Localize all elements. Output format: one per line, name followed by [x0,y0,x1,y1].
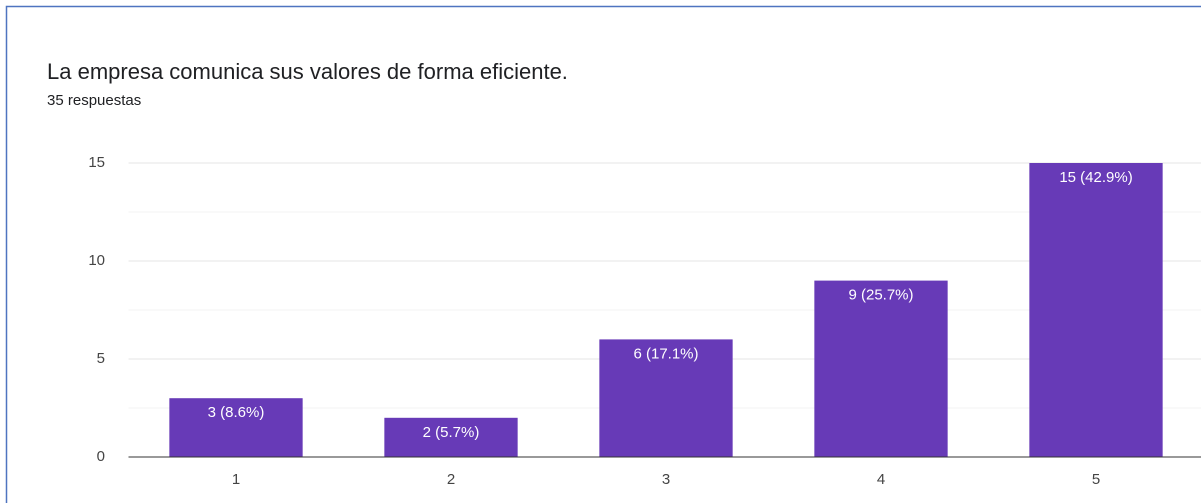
y-tick-label: 0 [97,448,105,465]
x-tick-label: 5 [1092,471,1100,488]
x-tick-label: 1 [232,471,240,488]
bar [814,280,948,457]
x-tick-label: 2 [447,471,455,488]
chart-subtitle: 35 respuestas [47,92,141,109]
chart-title: La empresa comunica sus valores de forma… [47,59,568,84]
data-label: 9 (25.7%) [848,287,913,304]
y-tick-label: 10 [88,252,105,269]
bar [599,339,733,457]
bar [1029,163,1163,457]
x-tick-label: 4 [877,471,885,488]
data-label: 6 (17.1%) [633,345,698,362]
data-label: 2 (5.7%) [423,424,480,441]
data-label: 15 (42.9%) [1059,169,1132,186]
y-tick-label: 15 [88,154,105,171]
bar [169,398,303,457]
x-tick-label: 3 [662,471,670,488]
y-tick-label: 5 [97,350,105,367]
data-label: 3 (8.6%) [208,404,265,421]
bar [384,417,518,457]
